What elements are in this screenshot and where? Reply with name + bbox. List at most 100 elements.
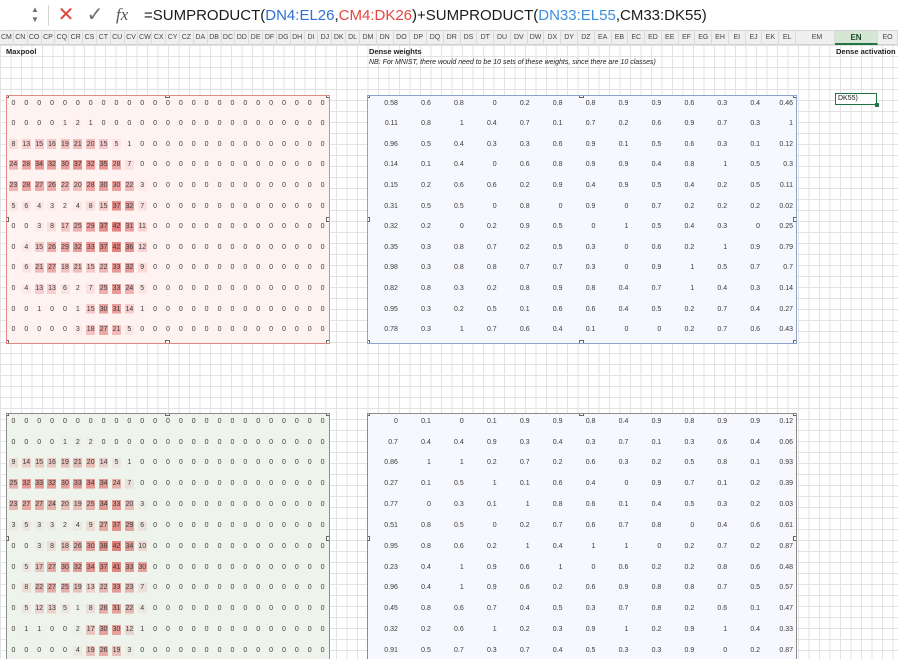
maxpool-top-cell[interactable]: 0 — [204, 223, 209, 231]
dense-weight-top-cell[interactable]: 0.14 — [779, 284, 793, 292]
maxpool-top-cell[interactable]: 0 — [140, 161, 145, 169]
maxpool-top-cell[interactable]: 0 — [294, 305, 299, 313]
column-header-ec[interactable]: EC — [628, 31, 646, 45]
dense-weight-top-cell[interactable]: 0.1 — [519, 305, 530, 313]
maxpool-bottom-cell[interactable]: 6 — [135, 518, 149, 539]
dense-weight-bottom-cell[interactable]: 0.6 — [454, 626, 464, 634]
maxpool-top-cell[interactable]: 0 — [166, 202, 170, 210]
column-header-cp[interactable]: CP — [42, 31, 56, 45]
dense-weight-top-cell[interactable]: 0.3 — [421, 243, 431, 251]
maxpool-top-cell[interactable]: 0 — [166, 264, 170, 272]
dense-weight-bottom-cell[interactable]: 1 — [459, 584, 464, 592]
dense-weight-top-cell[interactable]: 0.7 — [783, 264, 793, 272]
maxpool-top-cell[interactable]: 27 — [97, 322, 111, 343]
column-header-cz[interactable]: CZ — [180, 31, 194, 45]
maxpool-top-cell[interactable]: 13 — [19, 137, 33, 158]
maxpool-bottom-cell[interactable]: 0 — [204, 438, 209, 446]
dense-weight-bottom-cell[interactable]: 0.3 — [618, 646, 629, 654]
maxpool-bottom-cell[interactable]: 0 — [37, 646, 42, 654]
dense-weight-bottom-cell[interactable]: 0.4 — [552, 542, 563, 550]
dense-weight-top-cell[interactable]: 0.2 — [486, 223, 497, 231]
maxpool-top-cell[interactable]: 1 — [135, 301, 149, 323]
maxpool-top-cell[interactable]: 0 — [294, 202, 299, 210]
maxpool-bottom-cell[interactable]: 0 — [75, 417, 80, 425]
maxpool-bottom-cell[interactable]: 0 — [114, 438, 119, 446]
dense-weight-top-cell[interactable]: 0.5 — [750, 161, 761, 169]
maxpool-top-cell[interactable]: 6 — [19, 198, 33, 220]
dense-weight-top-cell[interactable]: 0.2 — [684, 243, 695, 251]
maxpool-top-cell[interactable]: 42 — [110, 240, 123, 261]
dense-weight-top-cell[interactable]: 0.79 — [779, 243, 793, 251]
maxpool-top-cell[interactable]: 11 — [135, 219, 149, 241]
maxpool-top-cell[interactable]: 16 — [45, 137, 59, 158]
maxpool-bottom-cell[interactable]: 0 — [11, 626, 16, 634]
maxpool-top-cell[interactable]: 2 — [71, 281, 85, 302]
maxpool-top-cell[interactable]: 0 — [153, 264, 158, 272]
dense-weight-top-cell[interactable]: 0.4 — [618, 305, 629, 313]
maxpool-top-cell[interactable]: 0 — [204, 161, 209, 169]
maxpool-top-cell[interactable]: 15 — [84, 260, 98, 282]
dense-weight-top-cell[interactable]: 0.5 — [552, 243, 563, 251]
maxpool-bottom-cell[interactable]: 30 — [110, 622, 123, 644]
maxpool-top-cell[interactable]: 26 — [45, 178, 59, 199]
dense-weight-top-cell[interactable]: 0.2 — [519, 99, 530, 107]
maxpool-bottom-cell[interactable]: 0 — [243, 438, 248, 446]
maxpool-top-cell[interactable]: 0 — [24, 223, 29, 231]
dense-weight-bottom-cell[interactable]: 0.7 — [684, 480, 695, 488]
dense-weight-top-cell[interactable]: 0.3 — [717, 223, 728, 231]
maxpool-top-cell[interactable]: 8 — [45, 219, 59, 241]
maxpool-top-cell[interactable]: 36 — [122, 240, 136, 261]
maxpool-bottom-cell[interactable]: 0 — [166, 626, 170, 634]
maxpool-top-cell[interactable]: 3 — [135, 178, 149, 199]
maxpool-top-cell[interactable]: 31 — [122, 219, 136, 241]
dense-weight-top-cell[interactable]: 0.9 — [585, 161, 596, 169]
maxpool-bottom-cell[interactable]: 0 — [256, 584, 261, 592]
dense-weight-bottom-cell[interactable]: 0.5 — [684, 501, 695, 509]
maxpool-bottom-cell[interactable]: 38 — [97, 539, 111, 560]
range-resize-handle[interactable] — [326, 216, 329, 222]
maxpool-bottom-cell[interactable]: 34 — [97, 497, 111, 519]
dense-weight-bottom-cell[interactable]: 0.27 — [384, 480, 398, 488]
dense-weight-bottom-cell[interactable]: 0.33 — [779, 626, 793, 634]
maxpool-bottom-cell[interactable]: 34 — [122, 539, 136, 560]
maxpool-bottom-cell[interactable]: 0 — [281, 542, 286, 550]
dense-weight-bottom-cell[interactable]: 0.9 — [552, 417, 563, 425]
maxpool-bottom-cell[interactable]: 0 — [294, 521, 299, 529]
column-header-do[interactable]: DO — [394, 31, 411, 45]
dense-weight-top-cell[interactable]: 0.6 — [519, 326, 530, 334]
maxpool-top-cell[interactable]: 0 — [217, 284, 222, 292]
dense-weight-bottom-cell[interactable]: 0.6 — [717, 438, 728, 446]
maxpool-top-cell[interactable]: 0 — [307, 202, 312, 210]
dense-weight-top-cell[interactable]: 0.58 — [384, 99, 398, 107]
maxpool-bottom-cell[interactable]: 19 — [84, 643, 98, 659]
maxpool-top-cell[interactable]: 0 — [281, 264, 286, 272]
column-header-cv[interactable]: CV — [125, 31, 139, 45]
range-resize-handle[interactable] — [793, 216, 796, 222]
dense-weight-top-cell[interactable]: 0 — [657, 326, 662, 334]
dense-weight-bottom-cell[interactable]: 0.3 — [585, 605, 596, 613]
dense-weight-bottom-cell[interactable]: 0.4 — [421, 563, 431, 571]
maxpool-top-cell[interactable]: 0 — [63, 99, 67, 107]
maxpool-top-cell[interactable]: 0 — [217, 202, 222, 210]
dense-weight-bottom-cell[interactable]: 0.3 — [717, 501, 728, 509]
dense-weight-top-cell[interactable]: 0.2 — [454, 305, 464, 313]
dense-weight-top-cell[interactable]: 0.8 — [454, 99, 464, 107]
maxpool-bottom-cell[interactable]: 3 — [32, 539, 46, 560]
dense-weight-top-cell[interactable]: 0.6 — [750, 326, 761, 334]
maxpool-top-cell[interactable]: 32 — [122, 260, 136, 282]
maxpool-bottom-cell[interactable]: 0 — [178, 438, 183, 446]
maxpool-bottom-cell[interactable]: 20 — [58, 497, 72, 519]
maxpool-top-cell[interactable]: 0 — [178, 140, 183, 148]
maxpool-bottom-cell[interactable]: 24 — [110, 476, 123, 498]
maxpool-bottom-cell[interactable]: 20 — [122, 497, 136, 519]
dense-weight-top-cell[interactable]: 0 — [492, 161, 497, 169]
maxpool-top-cell[interactable]: 0 — [307, 182, 312, 190]
column-header-dj[interactable]: DJ — [318, 31, 333, 45]
dense-weight-bottom-cell[interactable]: 0.32 — [384, 626, 398, 634]
maxpool-top-cell[interactable]: 27 — [45, 260, 59, 282]
maxpool-bottom-cell[interactable]: 0 — [243, 626, 248, 634]
maxpool-bottom-cell[interactable]: 22 — [97, 580, 111, 602]
maxpool-top-cell[interactable]: 0 — [127, 99, 132, 107]
maxpool-bottom-cell[interactable]: 0 — [230, 605, 235, 613]
maxpool-top-cell[interactable]: 0 — [191, 182, 196, 190]
